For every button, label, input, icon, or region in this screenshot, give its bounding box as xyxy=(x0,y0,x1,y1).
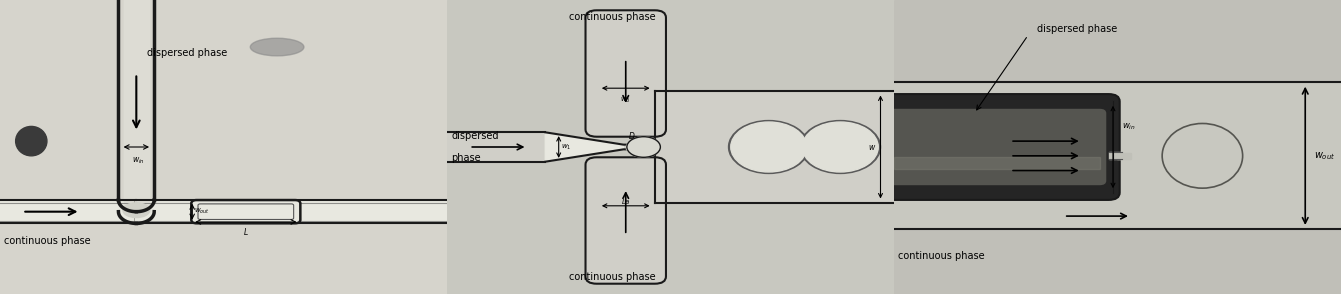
FancyBboxPatch shape xyxy=(882,94,1120,200)
Polygon shape xyxy=(546,132,624,162)
Circle shape xyxy=(802,122,878,172)
Text: $w$: $w$ xyxy=(868,143,876,151)
Circle shape xyxy=(728,121,809,173)
Text: continuous phase: continuous phase xyxy=(898,251,986,261)
Bar xyxy=(654,91,894,203)
Ellipse shape xyxy=(123,203,150,218)
Ellipse shape xyxy=(251,38,304,56)
Ellipse shape xyxy=(16,126,47,156)
Text: $w_{out}$: $w_{out}$ xyxy=(1314,150,1336,162)
Ellipse shape xyxy=(626,137,660,157)
Text: continuous phase: continuous phase xyxy=(569,272,656,282)
Polygon shape xyxy=(1117,153,1130,159)
Bar xyxy=(0,201,447,222)
Text: phase: phase xyxy=(452,153,481,163)
Polygon shape xyxy=(626,145,629,149)
Text: continuous phase: continuous phase xyxy=(4,236,91,246)
FancyBboxPatch shape xyxy=(586,10,666,137)
Text: $w_{in}$: $w_{in}$ xyxy=(133,156,145,166)
Circle shape xyxy=(801,121,881,173)
Bar xyxy=(0,223,447,294)
Bar xyxy=(447,132,546,162)
Text: $La$: $La$ xyxy=(621,197,630,206)
Bar xyxy=(894,157,1100,169)
Bar xyxy=(123,0,149,200)
Text: dispersed phase: dispersed phase xyxy=(148,48,228,58)
FancyBboxPatch shape xyxy=(192,200,300,223)
Text: $D$: $D$ xyxy=(628,130,636,141)
Polygon shape xyxy=(1109,152,1122,159)
FancyBboxPatch shape xyxy=(586,157,666,284)
FancyBboxPatch shape xyxy=(888,109,1106,185)
Text: $w_1$: $w_1$ xyxy=(561,142,571,152)
Bar xyxy=(894,82,1341,229)
Text: $w_0$: $w_0$ xyxy=(621,96,632,105)
Ellipse shape xyxy=(1163,123,1243,188)
Bar xyxy=(123,0,149,212)
Text: dispersed phase: dispersed phase xyxy=(1037,24,1117,34)
Circle shape xyxy=(731,122,807,172)
Text: continuous phase: continuous phase xyxy=(569,12,656,22)
Text: $w_{out}$: $w_{out}$ xyxy=(194,207,211,216)
Text: $L$: $L$ xyxy=(243,226,248,237)
Text: dispersed: dispersed xyxy=(452,131,499,141)
Text: $w_{in}$: $w_{in}$ xyxy=(1122,121,1136,132)
